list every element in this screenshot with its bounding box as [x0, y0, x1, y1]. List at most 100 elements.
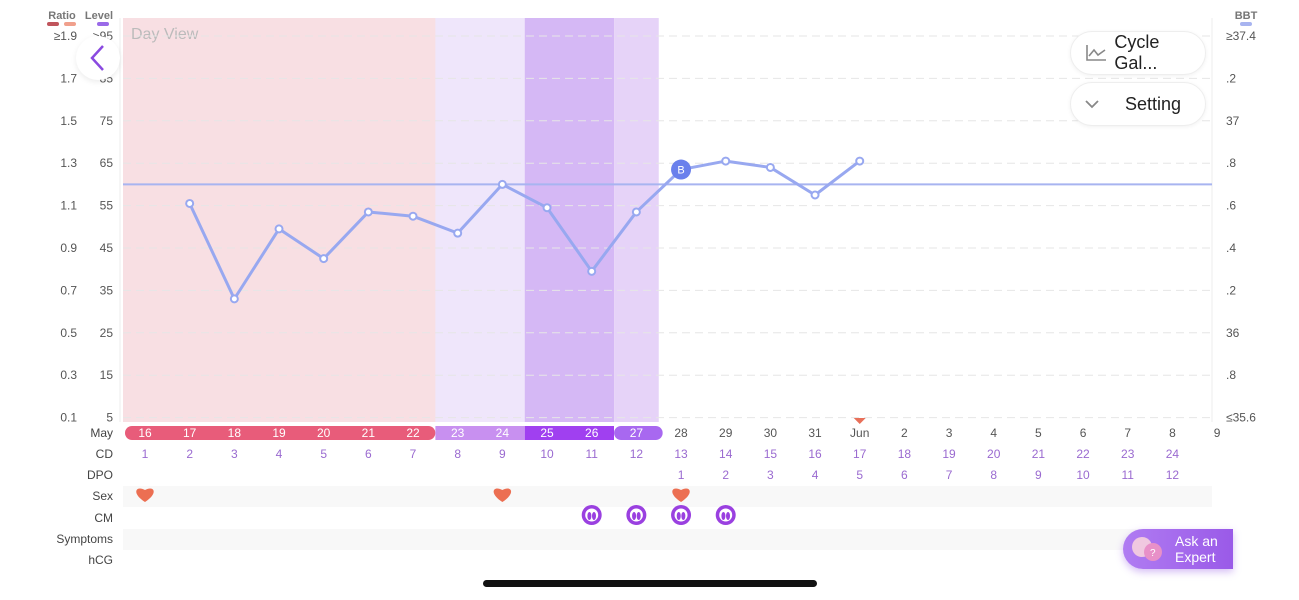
date-label: 5 — [1035, 426, 1042, 440]
date-label: 7 — [1124, 426, 1131, 440]
date-label: 19 — [272, 426, 286, 440]
ratio-tick: 0.1 — [60, 411, 77, 425]
cycle-gallery-button[interactable]: Cycle Gal... — [1070, 31, 1206, 75]
ask-expert-line1: Ask an — [1175, 533, 1218, 549]
date-label: 17 — [183, 426, 197, 440]
bbt-point — [185, 198, 195, 208]
cm-icon-drop — [726, 512, 731, 520]
bbt-tick: .2 — [1226, 71, 1236, 85]
phase-bar — [524, 426, 614, 440]
cm-icon-inner — [629, 508, 643, 522]
ratio-tick: 1.7 — [60, 71, 77, 85]
ratio-legend: Ratio — [48, 10, 76, 22]
bbt-tick: 37 — [1226, 114, 1240, 128]
line-chart-icon — [1086, 45, 1106, 61]
phase-background — [435, 18, 525, 422]
dpo-label: 9 — [1035, 468, 1042, 482]
cd-label: 10 — [540, 447, 554, 461]
heart-icon — [493, 488, 512, 502]
bbt-point — [587, 266, 597, 276]
cd-label: 6 — [365, 447, 372, 461]
cd-label: 22 — [1076, 447, 1090, 461]
heart-icon — [136, 488, 154, 502]
dpo-label: 7 — [946, 468, 953, 482]
setting-label: Setting — [1125, 93, 1182, 114]
cd-label: 23 — [1121, 447, 1135, 461]
bbt-point — [319, 254, 329, 264]
date-label: 24 — [496, 426, 510, 440]
dpo-label: 12 — [1166, 468, 1180, 482]
cd-label: 4 — [276, 447, 283, 461]
phase-background — [123, 18, 455, 422]
dpo-label: 10 — [1076, 468, 1090, 482]
bbt-legend: BBT — [1235, 10, 1258, 22]
phase-bar — [125, 426, 436, 440]
cd-label: 12 — [630, 447, 644, 461]
cd-label: 8 — [454, 447, 461, 461]
cd-label: 5 — [320, 447, 327, 461]
cd-label: 19 — [942, 447, 956, 461]
cm-icon-inner — [719, 508, 733, 522]
bbt-point — [408, 211, 418, 221]
ratio-swatch — [64, 22, 76, 26]
ratio-tick: 0.7 — [60, 283, 77, 297]
date-label: 2 — [901, 426, 908, 440]
level-swatch — [97, 22, 109, 26]
ask-expert-button[interactable]: ? Ask an Expert — [1123, 529, 1233, 569]
row-label: Symptoms — [56, 532, 113, 546]
date-label: 16 — [138, 426, 152, 440]
cm-icon-drop — [632, 512, 637, 520]
dpo-label: 1 — [678, 468, 685, 482]
today-marker-icon — [853, 418, 866, 424]
bbt-point — [542, 203, 552, 213]
bbt-point — [363, 207, 373, 217]
level-tick: 15 — [100, 368, 114, 382]
level-tick: 55 — [100, 199, 114, 213]
cycle-gallery-label: Cycle Gal... — [1114, 32, 1160, 73]
date-label: 29 — [719, 426, 733, 440]
svg-text:?: ? — [1150, 548, 1156, 559]
cm-icon-inner — [585, 508, 599, 522]
ratio-swatch — [47, 22, 59, 26]
bbt-point — [721, 156, 731, 166]
bbt-point — [631, 207, 641, 217]
day-view-label: Day View — [131, 26, 199, 43]
sex-row-bg — [123, 486, 1212, 507]
ratio-tick: 0.5 — [60, 326, 77, 340]
cd-label: 20 — [987, 447, 1001, 461]
dpo-label: 2 — [722, 468, 729, 482]
level-tick: 45 — [100, 241, 114, 255]
home-indicator[interactable] — [483, 580, 817, 587]
date-label: 18 — [228, 426, 242, 440]
setting-button[interactable]: Setting — [1070, 82, 1206, 126]
back-button[interactable] — [76, 36, 120, 80]
phase-background — [614, 18, 659, 422]
ask-expert-line2: Expert — [1175, 549, 1216, 565]
cm-icon-drop — [592, 512, 596, 520]
bbt-tick: .4 — [1226, 241, 1236, 255]
bbt-point — [855, 156, 865, 166]
level-tick: 5 — [106, 411, 113, 425]
row-label: May — [90, 426, 113, 440]
ratio-tick: 1.5 — [60, 114, 77, 128]
marked-point — [671, 159, 692, 180]
row-label: hCG — [88, 553, 113, 567]
dpo-label: 5 — [856, 468, 863, 482]
cd-label: 24 — [1166, 447, 1180, 461]
cm-icon-inner — [674, 508, 688, 522]
date-label: Jun — [850, 426, 869, 440]
row-label: Sex — [92, 489, 113, 503]
phase-background — [524, 18, 615, 422]
cd-label: 7 — [410, 447, 417, 461]
level-legend: Level — [85, 10, 113, 22]
chevron-down-icon — [1085, 100, 1099, 109]
bbt-point — [453, 228, 463, 238]
chevron-left-icon — [90, 45, 104, 71]
bbt-tick: ≥37.4 — [1226, 29, 1256, 43]
bbt-tick: .6 — [1226, 199, 1236, 213]
cd-label: 11 — [585, 447, 598, 461]
dpo-label: 6 — [901, 468, 908, 482]
dpo-label: 8 — [990, 468, 997, 482]
date-label: 21 — [362, 426, 376, 440]
